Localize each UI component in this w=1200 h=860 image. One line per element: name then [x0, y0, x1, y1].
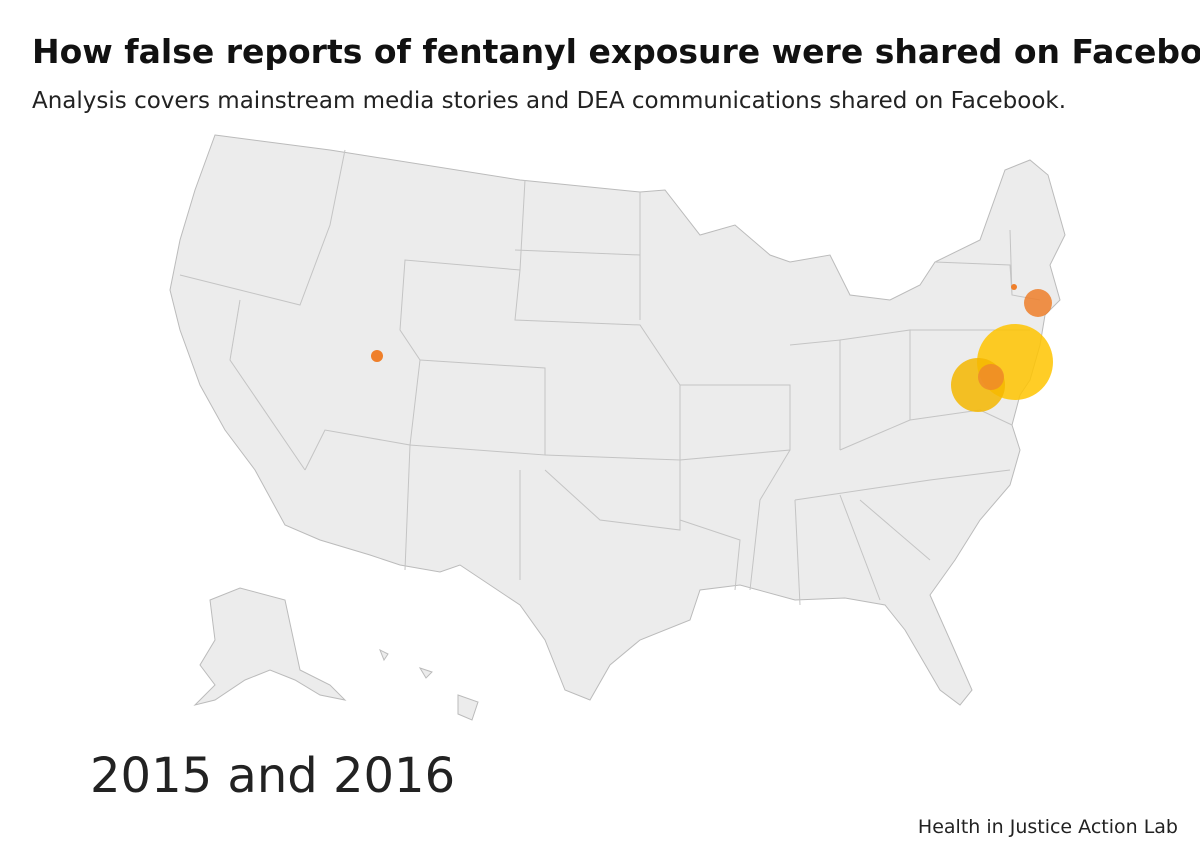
subtitle: Analysis covers mainstream media stories… [32, 88, 1067, 114]
credit: Health in Justice Action Lab [917, 816, 1178, 838]
bubble [1011, 284, 1017, 290]
report-bubbles [371, 284, 1053, 412]
period-label: 2015 and 2016 [90, 748, 456, 804]
alaska [193, 587, 347, 706]
bubble [371, 350, 383, 362]
title: How false reports of fentanyl exposure w… [32, 32, 1200, 71]
hawaii [379, 648, 479, 721]
contiguous-us [169, 134, 1066, 706]
bubble [1024, 289, 1052, 317]
bubble [978, 364, 1004, 390]
state-borders [179, 149, 1041, 606]
